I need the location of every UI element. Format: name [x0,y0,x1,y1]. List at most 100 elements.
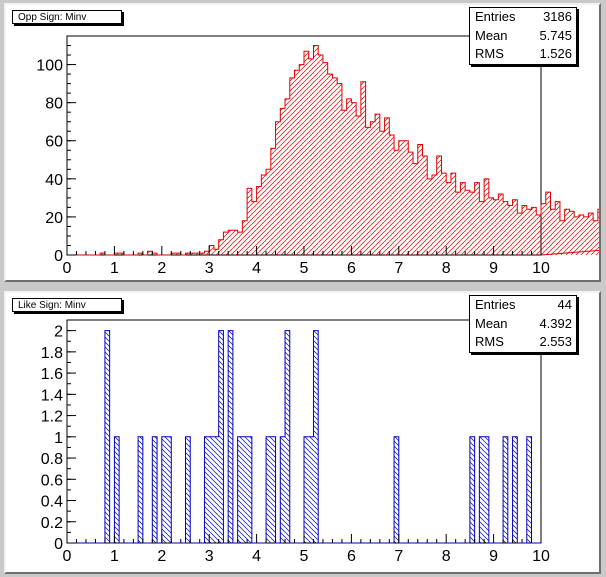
opp-bar [194,253,200,255]
opp-x-tick-label: 9 [489,260,498,277]
opp-bar [247,188,252,255]
like-bar [280,436,286,543]
stat-label: Mean [475,27,508,43]
opp-bar [289,77,295,255]
like-bar [114,436,120,543]
like-bar [308,436,314,543]
opp-bar [171,253,177,255]
opp-bar [152,253,158,255]
opp-bar [408,152,414,255]
opp-bar [332,77,338,255]
stats-row-entries: Entries 44 [470,296,576,315]
opp-bar [564,209,570,255]
stats-row-mean: Mean 4.392 [470,315,576,334]
opp-bar [114,253,120,255]
opp-sign-histogram-pad: 0 1 2 3 4 5 6 7 8 9 10 0 20 40 60 80 100 Opp Sign: Minv … [4,3,601,282]
opp-bar [341,110,347,255]
opp-bar [299,64,304,255]
opp-bar [578,215,584,255]
opp-bar [550,209,556,255]
opp-y-tick-label: 80 [45,96,63,113]
like-bar [394,436,399,543]
like-x-tick-label: 6 [347,548,356,565]
opp-bar [403,140,409,255]
like-bar [209,436,214,543]
opp-bar [474,182,480,255]
opp-bar [356,115,361,255]
like-sign-histogram-pad: 0 1 2 3 4 5 6 7 8 9 10 0 0.2 0.4 0.6 0.8 1 1.2 1.4 1.6 1.8 2 … [4,291,601,574]
opp-bar [213,249,219,255]
opp-bar [327,74,333,255]
opp-y-tick-label: 100 [36,58,63,75]
opp-bar [593,220,598,255]
stat-label: Entries [475,9,516,24]
like-x-tick-label: 3 [205,548,214,565]
opp-bar [223,232,229,255]
opp-bar [493,199,499,255]
opp-bar [512,199,518,255]
opp-bar [526,209,532,255]
opp-bar [379,131,385,255]
opp-bar [446,182,451,255]
like-x-tick-label: 7 [394,548,403,565]
stat-value: 2.553 [539,334,572,349]
opp-bar [455,192,461,255]
opp-x-tick-label: 1 [110,260,119,277]
opp-bar [346,98,352,255]
opp-bar [427,178,432,255]
opp-bar [251,201,257,255]
opp-bar [275,121,281,256]
opp-bar [450,173,456,255]
stats-row-entries: Entries 3186 [470,8,576,27]
stat-value: 5.745 [539,27,572,43]
opp-bar [237,232,243,255]
opp-bar [531,207,537,255]
opp-bar [228,230,233,255]
opp-bar [541,203,546,255]
like-bar [526,436,532,543]
opp-bar [232,230,238,255]
like-x-tick-label: 2 [157,548,166,565]
opp-x-tick-label: 7 [394,260,403,277]
like-x-tick-label: 10 [532,548,550,565]
stat-label: Mean [475,315,508,331]
opp-bar [503,201,508,255]
opp-bar [199,253,205,255]
like-bar [304,436,309,543]
like-y-tick-label: 1 [54,430,63,447]
opp-bar [522,205,527,255]
opp-bar [394,150,399,255]
opp-bar [413,163,418,255]
stat-label: RMS [475,334,504,349]
opp-bar [337,83,342,255]
like-x-tick-label: 4 [252,548,261,565]
opp-bar [484,178,489,255]
like-bar [161,436,167,543]
opp-bar [583,216,589,255]
stats-box: Entries 44 Mean 4.392 RMS 2.553 [469,295,577,353]
opp-bar [417,144,423,255]
like-y-tick-label: 0.4 [41,494,63,511]
stat-label: RMS [475,46,504,61]
opp-x-tick-label: 3 [205,260,214,277]
like-histogram-outline [67,330,541,544]
like-bar [104,330,110,543]
stat-value: 1.526 [539,46,572,61]
opp-bar [389,135,395,255]
opp-bar [479,201,485,255]
like-y-tick-label: 2 [54,324,63,341]
opp-x-tick-label: 2 [157,260,166,277]
opp-bar [285,98,290,255]
like-y-tick-label: 1.8 [41,345,63,362]
opp-y-tick-label: 60 [45,134,63,151]
opp-bar [384,117,390,255]
like-bar [484,436,489,543]
opp-bar [266,169,271,255]
opp-bar [488,197,494,255]
like-bar [138,436,143,543]
like-y-tick-label: 1.6 [41,366,63,383]
opp-x-tick-label: 4 [252,260,261,277]
like-bar [228,330,233,543]
opp-y-tick-label: 40 [45,172,63,189]
